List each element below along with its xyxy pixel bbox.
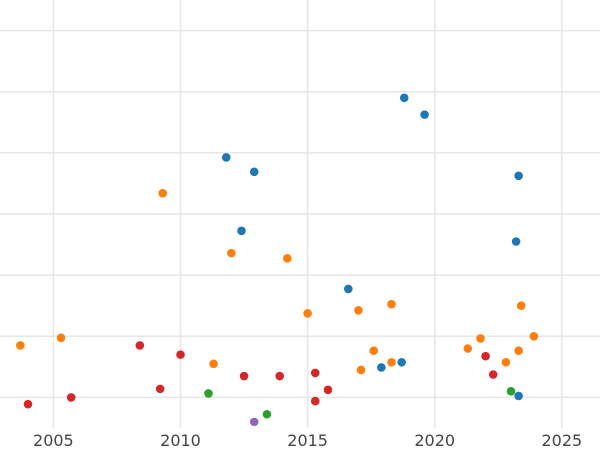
x-tick-label-2010: 2010 — [160, 431, 201, 450]
x-axis-tick-labels: 2005 2010 2015 2020 2025 — [33, 431, 582, 450]
data-point-series-2-5 — [354, 306, 363, 315]
data-point-series-2-17 — [501, 357, 511, 367]
data-point-series-2-13 — [369, 346, 379, 355]
grid — [0, 0, 600, 428]
data-point-series-1-8 — [344, 284, 353, 294]
data-point-series-4-5 — [488, 370, 498, 379]
data-point-series-1-3 — [221, 153, 231, 162]
data-point-series-4-12 — [23, 399, 33, 409]
data-point-series-1-11 — [514, 391, 523, 401]
data-point-series-4-11 — [310, 396, 320, 406]
data-point-series-3-1 — [204, 389, 213, 398]
x-tick-label-2020: 2020 — [414, 431, 455, 450]
data-point-series-4-6 — [239, 371, 249, 381]
data-point-series-1-6 — [237, 226, 246, 236]
data-point-series-3-2 — [506, 387, 516, 396]
data-point-series-2-2 — [227, 248, 236, 258]
data-point-series-2-4 — [303, 309, 312, 318]
data-point-series-3-3 — [262, 409, 272, 419]
data-point-series-2-8 — [529, 331, 539, 341]
data-point-series-4-2 — [176, 350, 185, 359]
data-point-series-2-7 — [516, 301, 526, 311]
data-point-series-4-1 — [135, 341, 145, 350]
data-point-series-1-10 — [377, 363, 386, 372]
data-point-series-2-6 — [387, 299, 396, 309]
data-point-series-4-7 — [275, 371, 284, 381]
data-point-series-1-9 — [397, 357, 406, 367]
data-point-series-4-3 — [481, 351, 490, 361]
x-tick-label-2005: 2005 — [33, 431, 74, 450]
x-tick-label-2025: 2025 — [542, 431, 583, 450]
data-point-series-1-2 — [420, 110, 429, 119]
data-point-series-2-15 — [209, 359, 218, 369]
data-point-series-2-18 — [356, 365, 366, 375]
data-point-series-1-5 — [514, 171, 523, 181]
data-point-series-2-12 — [463, 344, 473, 353]
x-tick-label-2015: 2015 — [287, 431, 328, 450]
data-point-series-2-14 — [514, 346, 523, 355]
data-point-series-5-1 — [249, 417, 259, 427]
data-point-series-1-7 — [511, 237, 521, 246]
data-point-series-2-10 — [16, 341, 25, 350]
data-point-series-2-9 — [56, 333, 66, 343]
data-point-series-2-3 — [282, 254, 292, 263]
data-point-series-4-4 — [310, 368, 320, 378]
data-point-series-4-10 — [66, 393, 76, 402]
data-point-series-2-1 — [158, 188, 168, 198]
data-point-series-1-1 — [399, 93, 409, 103]
data-point-series-2-16 — [387, 357, 396, 367]
data-point-series-1-4 — [249, 167, 259, 177]
data-point-series-4-9 — [323, 385, 333, 395]
data-points — [16, 93, 539, 427]
data-point-series-4-8 — [155, 384, 165, 394]
data-point-series-2-11 — [476, 334, 485, 343]
